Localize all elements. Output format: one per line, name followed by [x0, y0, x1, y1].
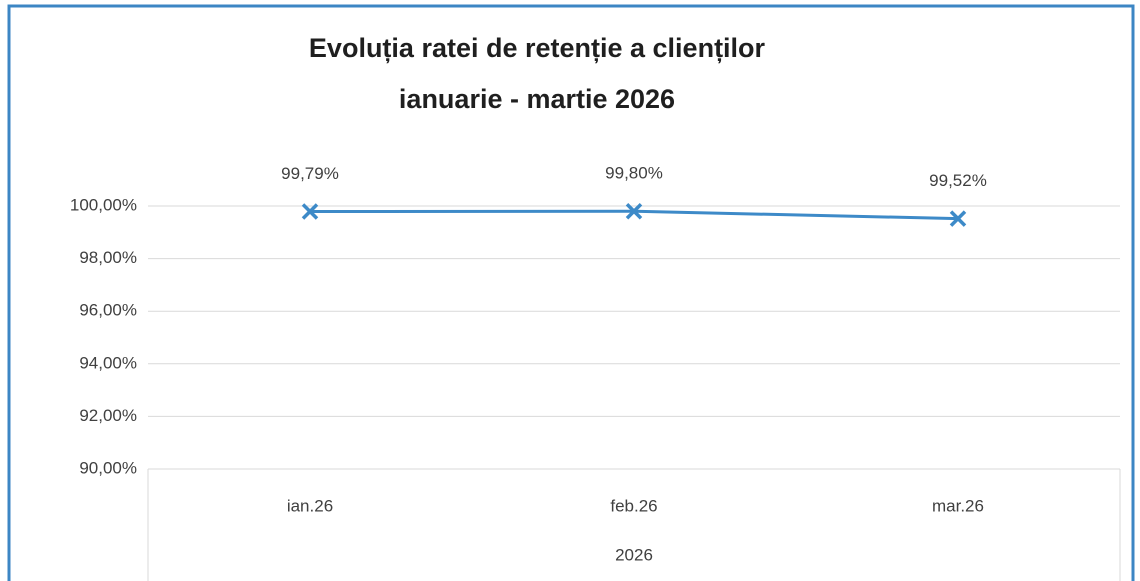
- y-tick-label: 90,00%: [79, 458, 137, 477]
- y-tick-label: 94,00%: [79, 353, 137, 372]
- chart-subtitle: ianuarie - martie 2026: [399, 84, 675, 114]
- data-marker: [301, 203, 319, 220]
- x-tick-label: feb.26: [610, 496, 657, 515]
- x-tick-label: ian.26: [287, 496, 333, 515]
- y-tick-label: 96,00%: [79, 301, 137, 320]
- data-marker: [625, 203, 643, 220]
- data-label: 99,80%: [605, 164, 663, 183]
- y-tick-label: 100,00%: [70, 195, 137, 214]
- x-axis-group-label: 2026: [615, 545, 653, 564]
- x-tick-label: mar.26: [932, 496, 984, 515]
- y-tick-label: 92,00%: [79, 406, 137, 425]
- chart-frame: [7, 4, 1135, 581]
- data-marker: [949, 210, 967, 227]
- data-label: 99,79%: [281, 164, 339, 183]
- data-label: 99,52%: [929, 171, 987, 190]
- y-tick-label: 98,00%: [79, 248, 137, 267]
- chart-title: Evoluția ratei de retenție a clienților: [309, 33, 766, 63]
